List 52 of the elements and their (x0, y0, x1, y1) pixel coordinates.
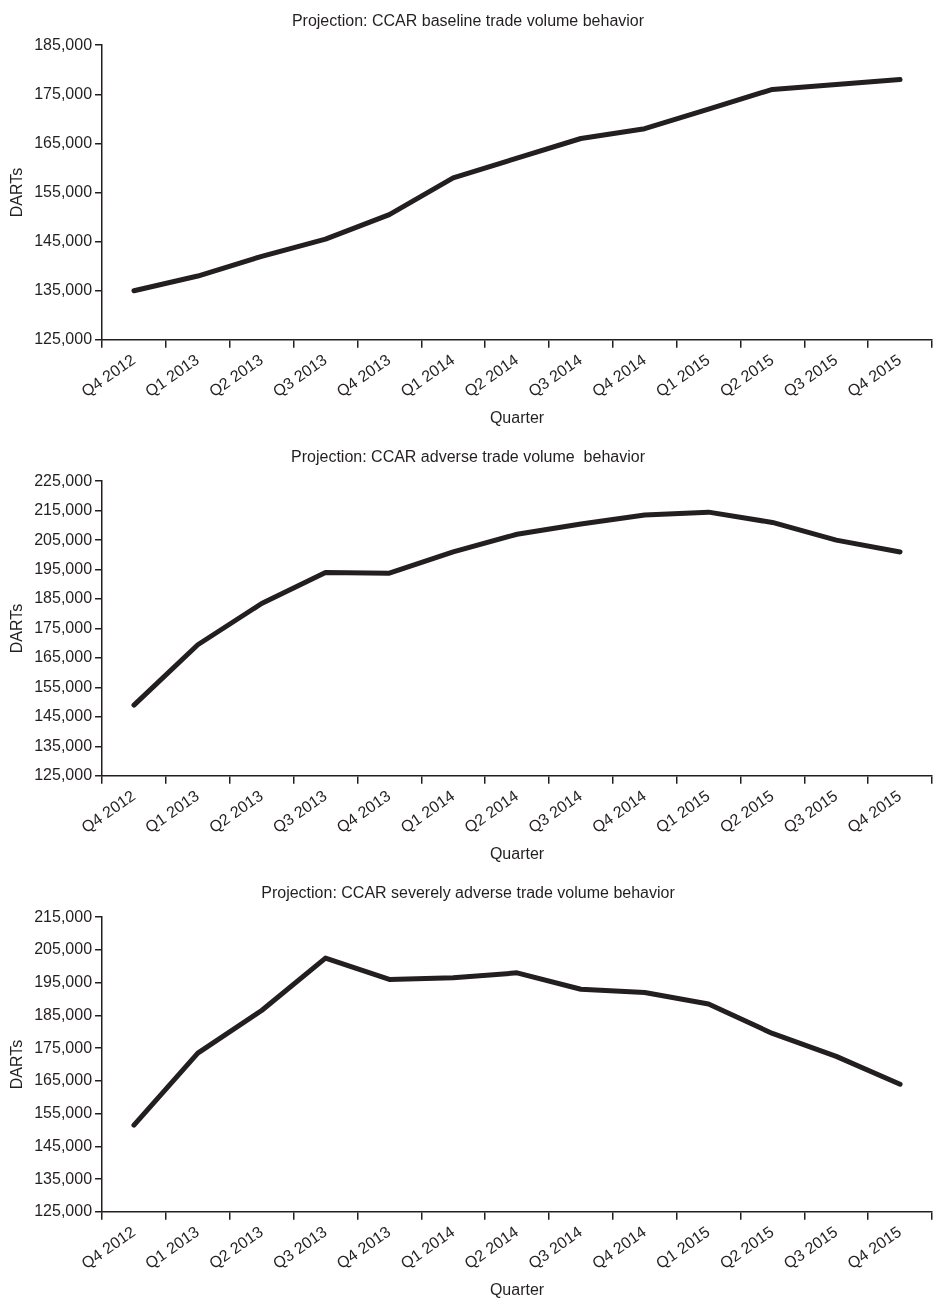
y-axis-title: DARTs (8, 167, 26, 218)
y-tick-label: 205,000 (34, 940, 93, 958)
y-tick-label: 165,000 (34, 1071, 93, 1089)
x-tick-label: Q2 2013 (205, 1222, 266, 1272)
y-tick-label: 215,000 (34, 501, 93, 519)
y-tick-label: 145,000 (34, 1136, 93, 1154)
y-tick-label: 155,000 (34, 677, 93, 695)
x-axis-title: Quarter (489, 408, 545, 426)
y-tick-label: 185,000 (34, 589, 93, 607)
x-tick-label: Q1 2013 (142, 786, 203, 836)
y-tick-label: 195,000 (34, 560, 93, 578)
chart-title: Projection: CCAR severely adverse trade volume behavior (261, 884, 676, 902)
y-tick-label: 185,000 (34, 35, 93, 53)
y-tick-label: 175,000 (34, 84, 93, 102)
y-tick-label: 135,000 (34, 1169, 93, 1187)
x-tick-label: Q4 2012 (78, 786, 139, 836)
x-tick-label: Q1 2013 (142, 350, 203, 400)
x-tick-label: Q3 2013 (269, 786, 330, 836)
y-tick-label: 145,000 (34, 232, 93, 250)
y-tick-label: 155,000 (34, 1104, 93, 1122)
y-tick-label: 175,000 (34, 618, 93, 636)
x-tick-label: Q3 2013 (269, 1222, 330, 1272)
y-tick-label: 215,000 (34, 907, 93, 925)
x-tick-label: Q4 2013 (333, 350, 394, 400)
y-tick-label: 175,000 (34, 1038, 93, 1056)
chart-title: Projection: CCAR baseline trade volume behavior (291, 12, 645, 30)
x-tick-label: Q4 2012 (78, 1222, 139, 1272)
x-tick-label: Q3 2013 (269, 350, 330, 400)
y-tick-label: 225,000 (34, 471, 93, 489)
x-axis-title: Quarter (489, 1280, 545, 1298)
y-tick-label: 125,000 (34, 766, 93, 784)
y-tick-label: 195,000 (34, 973, 93, 991)
x-tick-label: Q4 2013 (333, 786, 394, 836)
x-tick-label: Q4 2012 (78, 350, 139, 400)
y-tick-label: 205,000 (34, 530, 93, 548)
y-tick-label: 155,000 (34, 182, 93, 200)
x-tick-label: Q1 2013 (142, 1222, 203, 1272)
x-axis-title: Quarter (489, 844, 545, 862)
x-tick-label: Q2 2013 (205, 786, 266, 836)
y-tick-label: 165,000 (34, 648, 93, 666)
y-tick-label: 165,000 (34, 133, 93, 151)
y-tick-label: 125,000 (34, 330, 93, 348)
y-tick-label: 145,000 (34, 707, 93, 725)
x-tick-label: Q2 2013 (205, 350, 266, 400)
y-tick-label: 125,000 (34, 1202, 93, 1220)
y-axis-title: DARTs (8, 603, 26, 654)
chart-title: Projection: CCAR adverse trade volume behavior (291, 448, 646, 466)
y-tick-label: 135,000 (34, 281, 93, 299)
y-tick-label: 185,000 (34, 1005, 93, 1023)
y-tick-label: 135,000 (34, 736, 93, 754)
y-axis-title: DARTs (8, 1039, 26, 1090)
x-tick-label: Q4 2013 (333, 1222, 394, 1272)
